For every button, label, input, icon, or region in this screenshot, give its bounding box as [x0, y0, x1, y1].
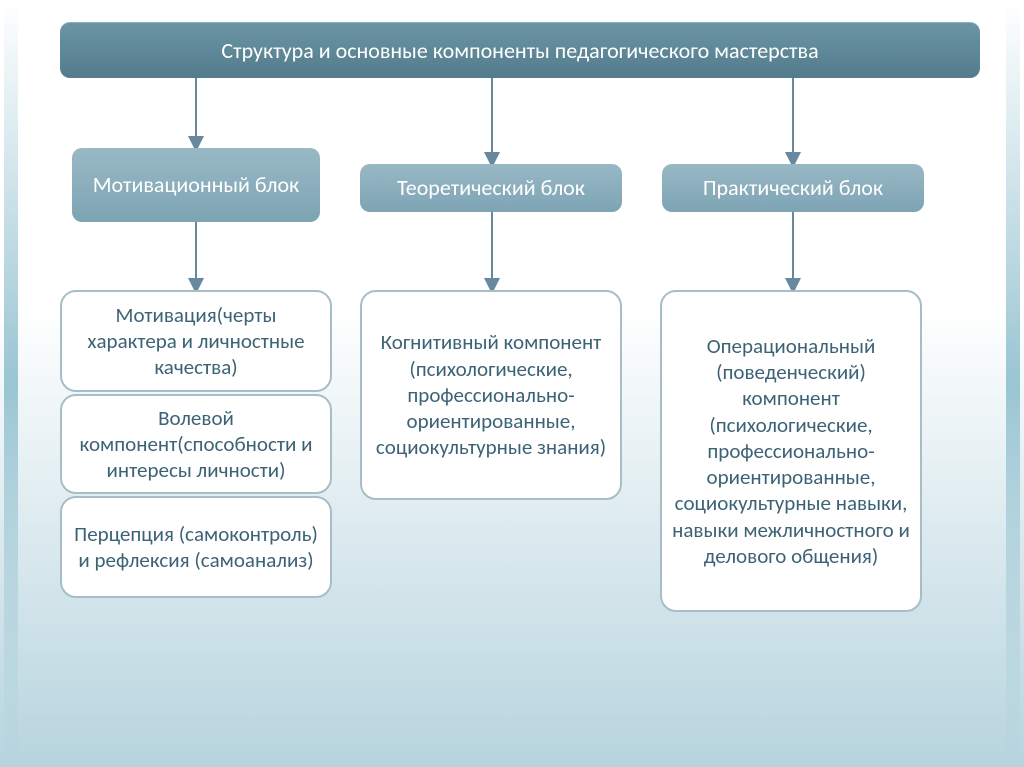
detail-d1c: Перцепция (самоконтроль) и рефлексия (са…	[60, 496, 332, 598]
block-label: Теоретический блок	[397, 175, 585, 201]
detail-label: Мотивация(черты характера и личностные к…	[72, 302, 320, 381]
detail-label: Операциональный (поведенческий) компонен…	[672, 333, 910, 569]
block-b1: Мотивационный блок	[72, 148, 320, 222]
diagram-title-text: Структура и основные компоненты педагоги…	[221, 37, 818, 64]
detail-label: Перцепция (самоконтроль) и рефлексия (са…	[72, 521, 320, 574]
diagram-title: Структура и основные компоненты педагоги…	[60, 22, 980, 78]
decor-stripe-left	[4, 0, 18, 767]
detail-d1b: Волевой компонент(способности и интересы…	[60, 394, 332, 494]
detail-d1a: Мотивация(черты характера и личностные к…	[60, 290, 332, 392]
detail-d3: Операциональный (поведенческий) компонен…	[660, 290, 922, 612]
detail-label: Когнитивный компонент (психологические, …	[372, 329, 610, 460]
block-b2: Теоретический блок	[360, 164, 622, 212]
slide-canvas: Структура и основные компоненты педагоги…	[30, 0, 994, 767]
block-label: Практический блок	[703, 175, 883, 201]
detail-label: Волевой компонент(способности и интересы…	[72, 405, 320, 484]
decor-stripe-right	[1006, 0, 1020, 767]
block-label: Мотивационный блок	[93, 172, 300, 198]
block-b3: Практический блок	[662, 164, 924, 212]
detail-d2: Когнитивный компонент (психологические, …	[360, 290, 622, 500]
